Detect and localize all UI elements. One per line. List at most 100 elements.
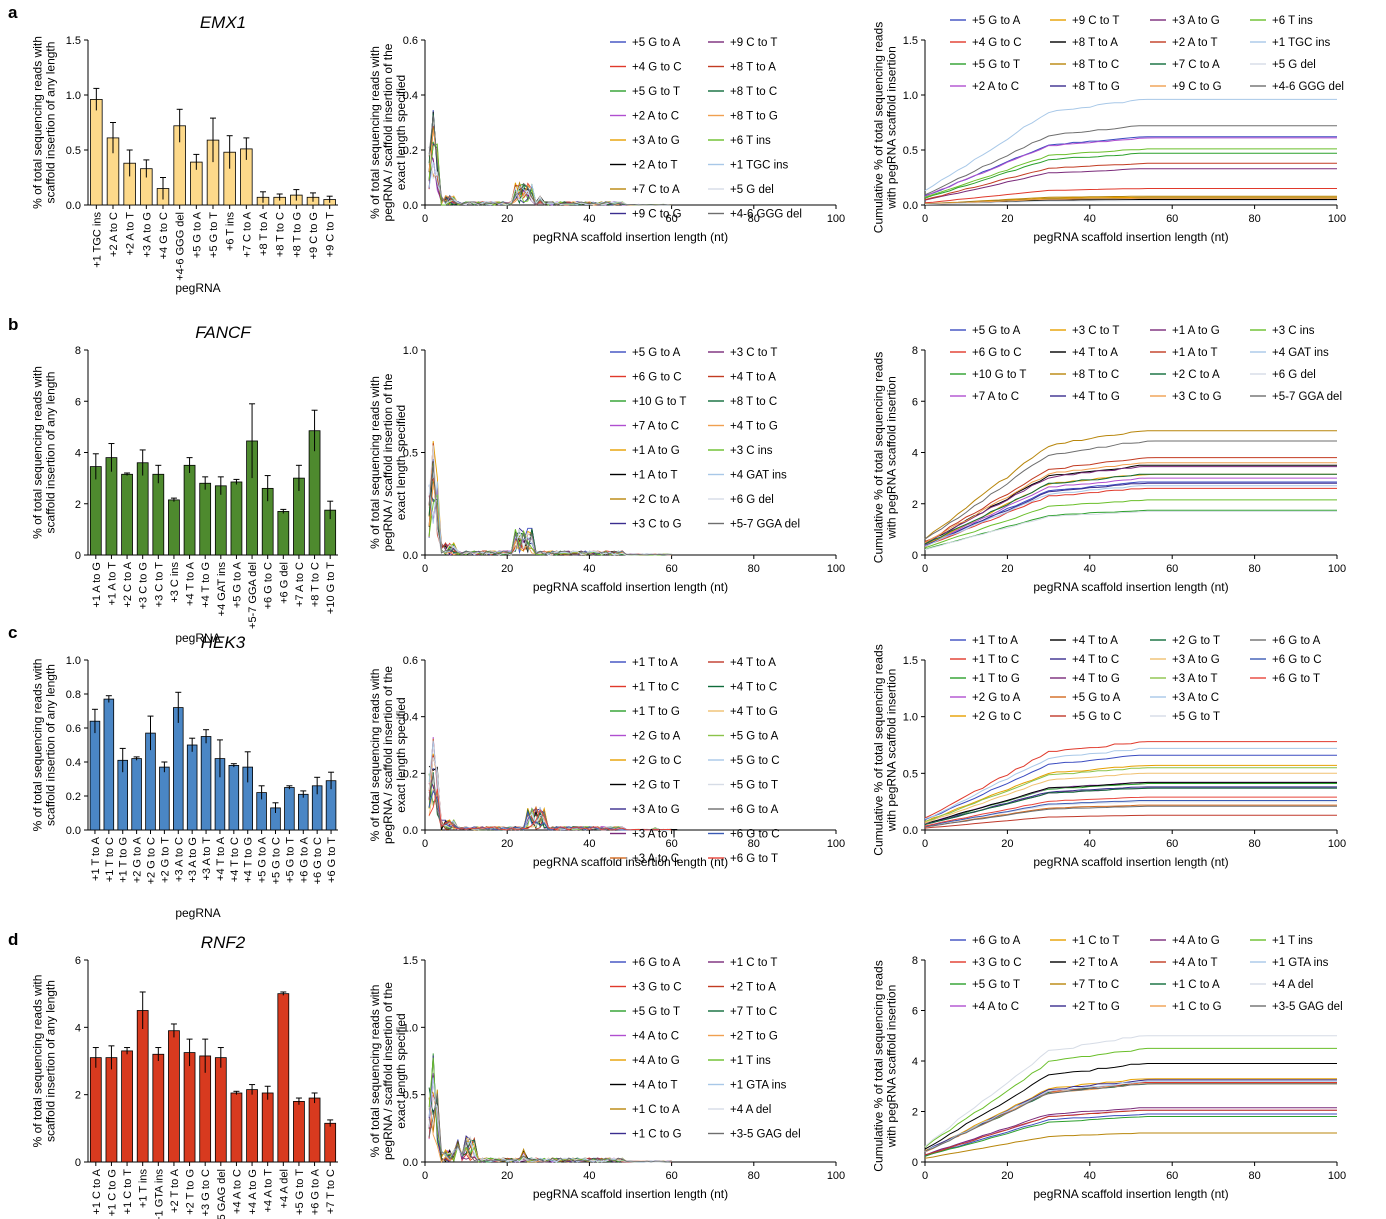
bar-category-label: +6 G to A [310, 1168, 322, 1215]
x-tick-label: 40 [1084, 1170, 1096, 1182]
distribution-series-line [428, 146, 672, 206]
legend-label: +3 G to C [632, 982, 682, 994]
legend-label: +3 A to C [632, 853, 679, 865]
y-tick-label: 0.2 [403, 768, 418, 780]
legend-label: +1 TGC ins [1272, 37, 1331, 49]
bar-category-label: +2 G to C [146, 837, 158, 884]
bar [105, 1057, 118, 1163]
cumulative-chart: 0.0 0.5 1.0 1.5 0 20 40 60 80 100 Cumulative % of … [872, 15, 1347, 244]
distribution-series-line [428, 765, 672, 831]
legend-label: +5 G to A [972, 15, 1021, 27]
legend-label: +2 T to A [730, 982, 776, 994]
legend-label: +3 A to T [632, 829, 678, 841]
bar-category-label: +9 C to G [308, 212, 320, 259]
y-tick-label: 0.2 [403, 145, 418, 157]
legend-label: +3 A to T [1172, 673, 1218, 685]
cumulative-series-line [924, 764, 1337, 823]
panel-letter: a [8, 3, 18, 22]
x-tick-label: 80 [1248, 213, 1260, 225]
legend-label: +3 C to G [632, 519, 682, 531]
legend-label: +6 G to T [1272, 673, 1320, 685]
bar-category-label: +4 GAT ins [216, 562, 228, 617]
legend-label: +6 T ins [730, 135, 771, 147]
bar [261, 1092, 274, 1163]
legend-label: +3 G to C [972, 957, 1022, 969]
x-tick-label: 20 [1001, 1170, 1013, 1182]
legend-label: +5 G to T [730, 780, 778, 792]
legend-label: +3-5 GAG del [730, 1129, 801, 1141]
legend-label: +4 T to C [1072, 654, 1119, 666]
x-tick-label: 0 [422, 838, 428, 850]
distribution-y-axis-title: % of total sequencing reads withpegRNA /… [368, 43, 408, 221]
x-tick-label: 20 [501, 1170, 513, 1182]
cumulative-y-axis-title: Cumulative % of total sequencing readswi… [872, 644, 899, 855]
y-tick-label: 0 [912, 1157, 918, 1169]
cumulative-series-line [924, 487, 1337, 548]
bar-category-label: +6 T ins [225, 212, 237, 252]
legend-label: +6 G to A [632, 957, 681, 969]
cumulative-series-line [924, 197, 1337, 205]
bar [136, 1010, 149, 1163]
y-tick-label: 0.5 [66, 145, 81, 157]
gene-title: RNF2 [201, 933, 246, 952]
bar-category-label: +1 C to A [91, 1168, 103, 1214]
bar-x-axis-title: pegRNA [175, 281, 220, 295]
distribution-x-axis-title: pegRNA scaffold insertion length (nt) [533, 1187, 728, 1201]
bar-category-label: +2 T to A [169, 1168, 181, 1213]
legend-label: +2 G to A [632, 731, 681, 743]
y-tick-label: 1.0 [903, 90, 918, 102]
legend-label: +1 C to T [730, 957, 777, 969]
cumulative-series-line [924, 195, 1337, 205]
bar-y-axis-title: % of total sequencing reads withscaffold… [31, 366, 58, 539]
bar-category-label: +1 T to A [90, 836, 102, 881]
legend-label: +5 G del [730, 184, 774, 196]
y-tick-label: 0.4 [403, 90, 418, 102]
cumulative-series-line [924, 1132, 1337, 1159]
legend-label: +4 G to C [632, 62, 682, 74]
bar [183, 464, 196, 556]
legend-label: +4 GAT ins [1272, 347, 1329, 359]
x-tick-label: 40 [583, 1170, 595, 1182]
legend-label: +1 TGC ins [730, 160, 789, 172]
distribution-chart: 0.0 0.2 0.4 0.6 0 20 40 60 80 100 % of total seque… [368, 655, 845, 869]
y-tick-label: 1.0 [403, 1022, 418, 1034]
bar [131, 758, 142, 831]
distribution-series-line [428, 477, 672, 556]
distribution-series-line [428, 115, 672, 206]
legend-label: +2 T to G [1072, 1001, 1120, 1013]
bar [230, 481, 243, 556]
bar [293, 1101, 305, 1163]
x-tick-label: 0 [422, 213, 428, 225]
y-tick-label: 6 [912, 1006, 918, 1018]
legend-label: +5 G to T [632, 1006, 680, 1018]
x-tick-label: 100 [827, 1170, 845, 1182]
cumulative-series-line [924, 1080, 1337, 1153]
distribution-x-axis-title: pegRNA scaffold insertion length (nt) [533, 580, 728, 594]
legend-label: +2 G to C [972, 711, 1022, 723]
bar-x-axis-title: pegRNA [175, 631, 220, 645]
x-tick-label: 40 [583, 838, 595, 850]
bar-category-label: +4 T to A [215, 836, 227, 881]
x-tick-label: 40 [1084, 213, 1096, 225]
cumulative-series-line [924, 473, 1337, 545]
y-tick-label: 0 [75, 1157, 81, 1169]
bar-category-label: +5-7 GGA del [247, 562, 259, 629]
x-tick-label: 0 [922, 563, 928, 575]
x-tick-label: 40 [583, 563, 595, 575]
panel-a: a EMX1 0.0 0.5 1.0 1.5 % of total sequencing r… [8, 3, 1346, 295]
bar [168, 1030, 180, 1163]
legend-label: +9 C to T [730, 37, 777, 49]
y-tick-label: 4 [912, 1056, 918, 1068]
y-tick-label: 2 [75, 499, 81, 511]
legend-label: +5 G del [1272, 59, 1316, 71]
legend-label: +8 T to A [1072, 37, 1118, 49]
legend-label: +3 C to T [730, 347, 777, 359]
panel-c: c HEK3 0.0 0.2 0.4 0.6 0.8 1.0 % of total sequen… [8, 623, 1346, 920]
cumulative-x-axis-title: pegRNA scaffold insertion length (nt) [1033, 1187, 1228, 1201]
bar [186, 744, 198, 831]
legend-label: +2 A to T [1172, 37, 1218, 49]
bar-category-label: +6 G to T [326, 837, 338, 883]
legend-label: +8 T to G [1072, 81, 1120, 93]
legend-label: +8 T to A [730, 62, 776, 74]
cumulative-series-line [924, 1116, 1337, 1157]
